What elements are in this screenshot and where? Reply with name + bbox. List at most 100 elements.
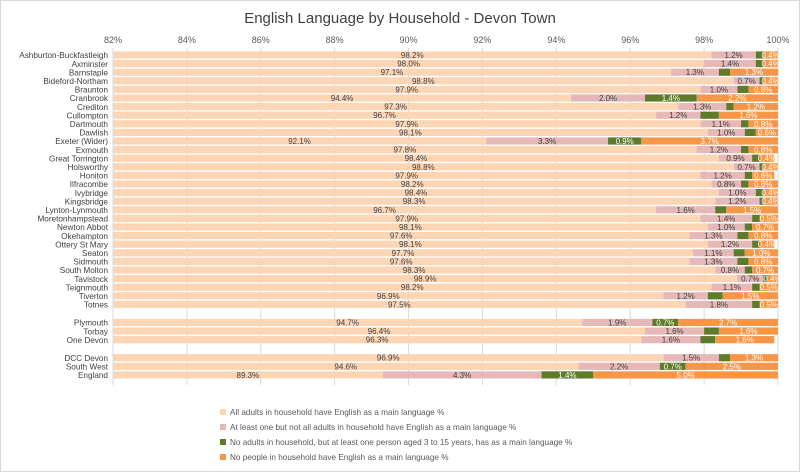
data-label: 98.8% — [412, 77, 435, 86]
bar-segment — [113, 120, 701, 128]
data-label: 98.2% — [401, 283, 424, 292]
category-label: Exmouth — [76, 146, 109, 155]
bar-segment — [737, 257, 749, 265]
data-label: 1.3% — [693, 103, 711, 112]
bar-segment — [113, 163, 734, 171]
data-label: 1.1% — [712, 120, 730, 129]
data-label: 92.1% — [288, 137, 311, 146]
data-label: 1.6% — [662, 336, 680, 345]
data-label: 2.2% — [728, 94, 746, 103]
data-label: 1.6% — [736, 336, 754, 345]
data-label: 96.9% — [377, 354, 400, 363]
bar-segment — [113, 336, 642, 344]
data-label: 0.8% — [754, 232, 772, 241]
bar-segment — [729, 354, 778, 362]
data-label: 98.4% — [405, 154, 428, 163]
category-label: Newton Abbot — [57, 223, 109, 232]
category-label: Tavistock — [74, 275, 109, 284]
data-label: 97.9% — [395, 85, 418, 94]
category-label: Okehampton — [61, 232, 108, 241]
bar-segment — [700, 120, 742, 128]
bar-segment — [685, 362, 778, 370]
bar-segment — [763, 163, 778, 171]
bar-segment — [113, 362, 579, 370]
bar-segment — [608, 137, 642, 145]
bar-segment — [113, 275, 738, 283]
legend-entry: All adults in household have English as … — [230, 408, 444, 417]
x-tick-label: 98% — [695, 35, 713, 45]
data-label: 4.3% — [453, 371, 471, 380]
bar-segment — [652, 318, 679, 327]
data-label: 1.4% — [721, 60, 739, 69]
category-label: Barnstaple — [69, 68, 109, 77]
bar-segment — [113, 189, 719, 197]
data-label: 98.1% — [399, 240, 422, 249]
data-label: 0.8% — [721, 266, 739, 275]
bar-segment — [752, 300, 760, 308]
data-label: 96.7% — [373, 111, 396, 120]
data-label: 97.1% — [381, 68, 404, 77]
category-label: Dawlish — [79, 129, 108, 138]
data-label: 1.4% — [717, 214, 735, 223]
bar-segment — [726, 103, 734, 111]
data-label: 0.6% — [754, 171, 772, 180]
bar-segment — [755, 128, 778, 136]
data-label: 0.4% — [761, 77, 779, 86]
bar-segment — [678, 103, 727, 111]
data-label: 5.0% — [677, 371, 695, 380]
category-label: Torbay — [83, 327, 108, 336]
data-label: 0.4% — [761, 60, 779, 69]
data-label: 0.7% — [756, 223, 774, 232]
bar-segment — [759, 77, 764, 85]
bar-segment — [718, 354, 730, 362]
bar-segment — [641, 336, 701, 344]
data-label: 1.6% — [677, 206, 695, 215]
bar-segment — [678, 318, 778, 327]
data-label: 1.3% — [745, 68, 763, 77]
bar-segment — [718, 68, 730, 76]
data-label: 98.1% — [399, 223, 422, 232]
category-label: Crediton — [77, 103, 108, 112]
legend-entry: No people in household have English as a… — [230, 453, 449, 462]
category-label: Sidmouth — [73, 258, 108, 267]
bar-segment — [113, 137, 487, 145]
bar-segment — [718, 154, 753, 162]
data-label: 0.8% — [754, 180, 772, 189]
data-label: 0.4% — [758, 154, 776, 163]
data-label: 98.3% — [403, 197, 426, 206]
data-label: 1.3% — [686, 68, 704, 77]
bar-segment — [645, 327, 705, 335]
bar-segment — [113, 300, 686, 308]
bar-segment — [700, 214, 753, 222]
bar-segment — [645, 94, 697, 102]
data-label: 1.3% — [704, 232, 722, 241]
category-label: Moretonhampstead — [37, 215, 108, 224]
bar-segment — [748, 85, 778, 93]
data-label: 97.9% — [395, 214, 418, 223]
bar-segment — [741, 180, 749, 188]
data-label: 97.8% — [394, 146, 417, 155]
data-label: 97.9% — [395, 171, 418, 180]
x-tick-label: 84% — [178, 35, 196, 45]
bar-segment — [722, 292, 778, 300]
data-label: 94.4% — [331, 94, 354, 103]
category-label: Bideford-Northam — [43, 77, 108, 86]
bar-segment — [696, 94, 778, 102]
bar-segment — [744, 223, 753, 231]
category-label: England — [78, 371, 108, 380]
data-label: 1.6% — [739, 327, 757, 336]
bar-segment — [593, 371, 778, 379]
data-label: 0.5% — [760, 283, 778, 292]
data-label: 0.4% — [758, 240, 776, 249]
bar-segment — [541, 371, 594, 379]
data-label: 0.6% — [758, 128, 776, 137]
bar-segment — [748, 120, 778, 128]
data-label: 1.2% — [747, 103, 765, 112]
data-label: 0.5% — [760, 214, 778, 223]
bar-segment — [113, 94, 572, 102]
bar-segment — [113, 154, 719, 162]
bar-segment — [759, 214, 778, 222]
bar-segment — [641, 137, 778, 145]
bar-segment — [715, 266, 745, 274]
